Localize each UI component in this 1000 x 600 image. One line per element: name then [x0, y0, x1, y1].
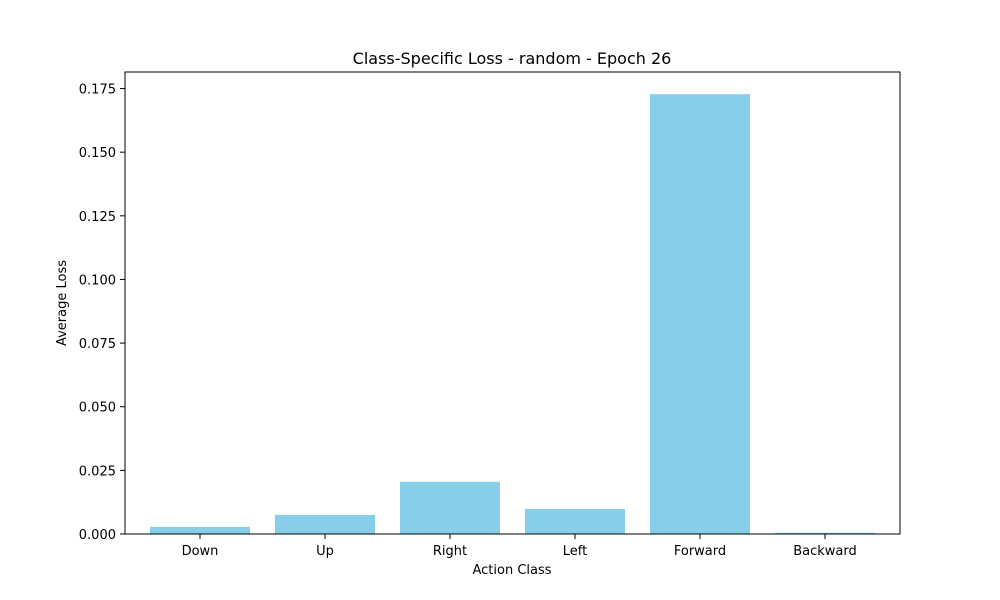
y-tick-label: 0.175 — [79, 83, 116, 98]
bar-backward — [775, 532, 875, 534]
bar-up — [275, 514, 375, 534]
y-tick-label: 0.050 — [79, 401, 116, 416]
bars-group — [150, 94, 875, 535]
y-tick-label: 0.075 — [79, 337, 116, 352]
x-axis-ticks: Down Up Right Left Forward Backward — [182, 534, 857, 559]
y-tick-label: 0.125 — [79, 210, 116, 225]
x-tick-label: Left — [563, 544, 587, 559]
plot-area-frame — [124, 71, 901, 535]
y-tick-label: 0.000 — [79, 528, 116, 543]
y-axis-ticks: 0.000 0.025 0.050 0.075 0.100 0.125 0.150 0.175 — [79, 83, 125, 543]
bar-down — [150, 526, 250, 534]
y-tick-label: 0.025 — [79, 464, 116, 479]
x-tick-label: Backward — [793, 544, 857, 559]
bar-forward — [650, 94, 750, 535]
y-tick-label: 0.100 — [79, 273, 116, 288]
chart-title: Class-Specific Loss - random - Epoch 26 — [353, 49, 672, 68]
y-tick-label: 0.150 — [79, 146, 116, 161]
y-axis-label: Average Loss — [55, 260, 70, 346]
bar-left — [525, 509, 625, 534]
x-tick-label: Up — [316, 544, 334, 559]
x-tick-label: Right — [433, 544, 467, 559]
x-tick-label: Forward — [674, 544, 726, 559]
x-tick-label: Down — [182, 544, 219, 559]
bar-right — [400, 481, 500, 534]
x-axis-label: Action Class — [472, 563, 551, 578]
